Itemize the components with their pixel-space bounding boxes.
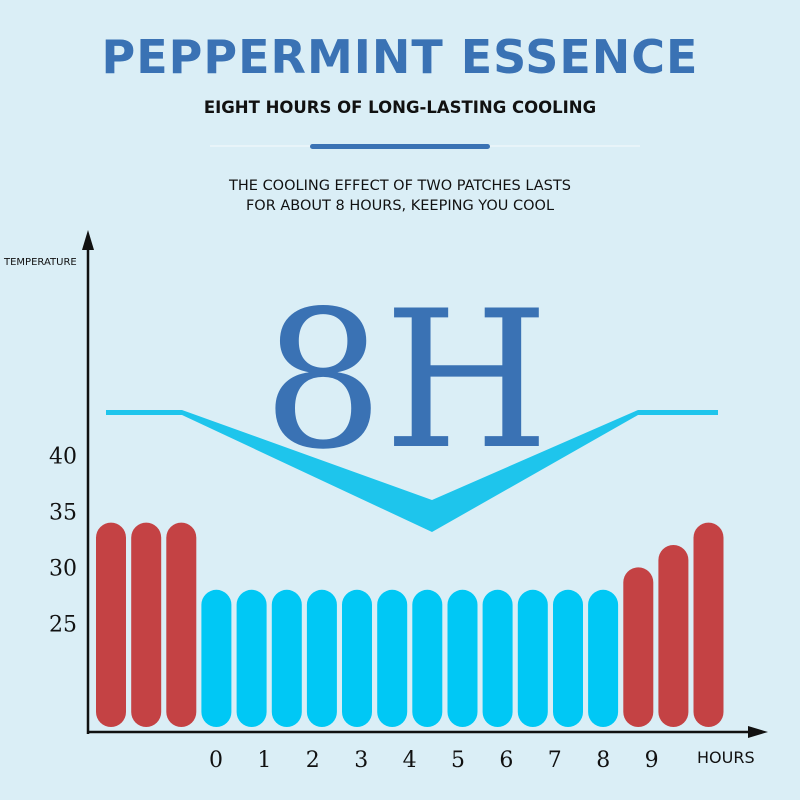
x-axis-arrow-icon (748, 726, 768, 738)
bar-8 (377, 589, 408, 727)
page-subtitle: EIGHT HOURS OF LONG-LASTING COOLING (203, 98, 597, 117)
y-tick-label: 35 (49, 500, 77, 525)
x-tick-label: 8 (596, 748, 610, 773)
y-tick-labels: 25 30 35 40 (49, 444, 77, 637)
bar-12 (517, 589, 548, 727)
description-line-2: FOR ABOUT 8 HOURS, KEEPING YOU COOL (245, 198, 555, 214)
cooling-curve (106, 410, 718, 532)
description: THE COOLING EFFECT OF TWO PATCHES LASTS … (0, 176, 800, 216)
bars-group (96, 522, 724, 727)
bar-14 (588, 589, 619, 727)
title-divider (310, 144, 490, 149)
bar-4 (236, 589, 267, 727)
bar-9 (412, 589, 443, 727)
x-tick-label: 0 (209, 748, 223, 773)
bar-7 (342, 589, 372, 727)
description-line-1: THE COOLING EFFECT OF TWO PATCHES LASTS (229, 178, 571, 194)
bar-10 (447, 589, 478, 727)
y-axis-arrow-icon (82, 230, 94, 250)
x-tick-label: 2 (306, 748, 320, 773)
bar-0 (96, 522, 126, 727)
x-tick-label: 7 (548, 748, 562, 773)
bar-16 (658, 545, 689, 727)
x-tick-label: 1 (257, 748, 271, 773)
bar-6 (306, 589, 337, 727)
bar-15 (623, 567, 654, 727)
highlight-8h-label: 8H (263, 270, 550, 491)
bar-11 (482, 589, 513, 727)
x-tick-label: 5 (451, 748, 465, 773)
bar-1 (131, 522, 162, 727)
x-tick-label: 3 (354, 748, 368, 773)
y-axis-label: TEMPERATURE (3, 257, 77, 268)
y-tick-label: 40 (49, 444, 77, 469)
x-tick-labels: 0 1 2 3 4 5 6 7 8 9 (209, 748, 659, 773)
bar-5 (271, 589, 302, 727)
bar-2 (166, 522, 197, 727)
bar-13 (553, 589, 583, 727)
x-tick-label: 4 (403, 748, 417, 773)
x-tick-label: 6 (499, 748, 513, 773)
x-tick-label: 9 (645, 748, 659, 773)
y-tick-label: 30 (49, 556, 77, 581)
bar-17 (693, 522, 724, 727)
page-title: PEPPERMINT ESSENCE (101, 30, 699, 84)
bar-3 (201, 589, 232, 727)
y-tick-label: 25 (49, 612, 77, 637)
x-axis-label: HOURS (697, 748, 755, 767)
